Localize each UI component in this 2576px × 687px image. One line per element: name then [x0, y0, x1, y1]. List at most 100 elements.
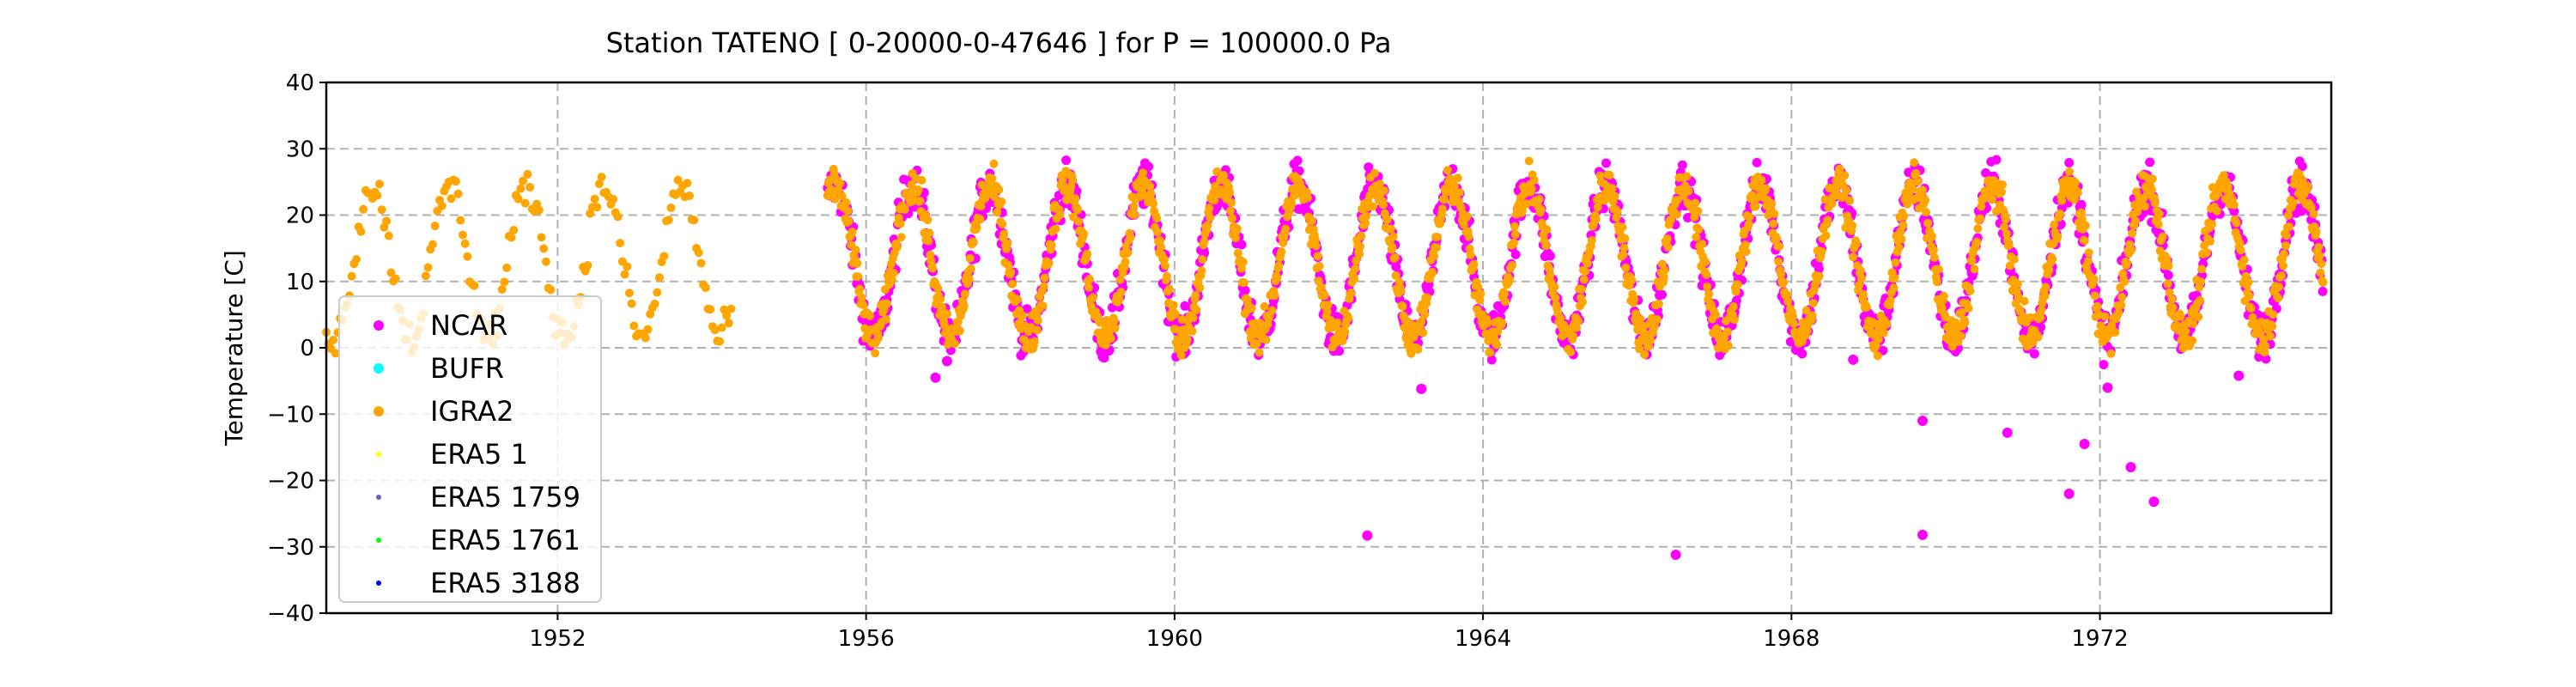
data-point-igra2 [1361, 218, 1370, 228]
data-point-igra2 [2219, 171, 2228, 180]
data-point-ncar-outlier [2148, 496, 2160, 508]
data-point-igra2 [1510, 229, 1520, 239]
data-point-igra2 [1236, 264, 1246, 273]
data-point-igra2 [1913, 177, 1923, 186]
data-point-igra2 [1889, 283, 1899, 293]
data-point-igra2 [1444, 186, 1454, 196]
data-point-ncar-outlier [1917, 529, 1929, 540]
data-point-igra2 [1722, 327, 1732, 337]
data-point-igra2 [2188, 336, 2197, 345]
data-point-igra2 [500, 277, 509, 287]
data-point-igra2 [1692, 233, 1701, 242]
data-point-igra2 [1996, 187, 2006, 197]
data-point-igra2 [1232, 224, 1242, 234]
data-point-igra2 [2238, 262, 2247, 271]
data-point-ncar [1814, 264, 1824, 274]
data-point-igra2 [683, 179, 692, 188]
data-point-igra2 [1524, 156, 1534, 166]
data-point-igra2 [2053, 232, 2063, 241]
data-point-igra2 [835, 179, 845, 188]
data-point-igra2 [1071, 193, 1080, 203]
data-point-igra2 [2084, 248, 2093, 258]
data-point-igra2 [998, 219, 1007, 228]
data-point-igra2 [1704, 289, 1714, 299]
data-point-igra2 [859, 300, 868, 309]
data-point-igra2 [2150, 198, 2160, 208]
data-point-igra2 [926, 250, 935, 259]
data-point-ncar [1240, 285, 1250, 295]
data-point-igra2 [1307, 216, 1316, 226]
data-point-igra2 [871, 349, 880, 358]
data-point-igra2 [423, 263, 433, 272]
data-point-igra2 [972, 222, 981, 232]
data-point-igra2 [1731, 287, 1741, 296]
data-point-igra2 [853, 258, 862, 268]
data-point-igra2 [2100, 312, 2110, 321]
data-point-igra2 [928, 264, 938, 273]
data-point-igra2 [950, 339, 959, 349]
data-point-igra2 [900, 205, 909, 215]
data-point-igra2 [1613, 207, 1622, 216]
data-point-igra2 [2020, 296, 2029, 306]
data-point-igra2 [2033, 332, 2043, 342]
data-point-igra2 [1779, 277, 1789, 287]
legend-entry: NCAR [374, 309, 507, 342]
axis-ticks: 1952 1956 1960 1964 1968 1972 −40 −30 −20 −10 0 10 2… [267, 70, 2129, 652]
data-point-igra2 [993, 208, 1002, 217]
data-point-igra2 [1145, 181, 1155, 191]
data-point-igra2 [915, 197, 925, 206]
data-point-igra2 [1652, 315, 1662, 325]
data-point-ncar [1486, 355, 1497, 365]
data-point-ncar [2163, 271, 2173, 281]
data-point-ncar [1180, 301, 1190, 311]
data-point-igra2 [386, 268, 396, 277]
data-point-igra2 [1109, 316, 1119, 325]
data-point-igra2 [1873, 351, 1882, 361]
data-point-igra2 [1149, 199, 1158, 209]
data-point-igra2 [1356, 242, 1365, 252]
data-point-igra2 [837, 192, 847, 201]
data-point-igra2 [1729, 315, 1739, 325]
data-point-ncar-outlier [1848, 354, 1859, 365]
data-point-igra2 [830, 194, 840, 204]
data-point-igra2 [1320, 291, 1329, 301]
data-point-igra2 [2093, 301, 2102, 311]
data-point-igra2 [2229, 200, 2239, 210]
data-point-igra2 [715, 337, 725, 346]
data-point-igra2 [975, 215, 985, 224]
data-point-igra2 [874, 333, 884, 343]
data-point-igra2 [1929, 253, 1939, 263]
data-point-igra2 [1542, 225, 1552, 234]
data-point-igra2 [1577, 284, 1586, 294]
data-point-igra2 [1918, 185, 1928, 195]
data-point-igra2 [1903, 199, 1912, 209]
data-point-igra2 [1922, 207, 1931, 216]
data-point-igra2 [2164, 261, 2173, 271]
data-point-igra2 [1102, 316, 1111, 325]
data-point-igra2 [460, 239, 470, 248]
data-point-igra2 [1430, 252, 1439, 261]
data-point-igra2 [1412, 328, 1421, 337]
data-point-ncar [1364, 162, 1374, 173]
data-point-igra2 [1774, 257, 1783, 266]
data-point-igra2 [2314, 242, 2324, 252]
data-point-igra2 [1583, 258, 1592, 268]
data-point-igra2 [1311, 241, 1321, 251]
data-point-igra2 [1797, 337, 1807, 347]
data-point-igra2 [1849, 252, 1858, 262]
data-point-igra2 [1083, 249, 1092, 258]
data-point-igra2 [2284, 222, 2293, 232]
data-point-igra2 [1939, 291, 1948, 301]
data-point-igra2 [502, 263, 512, 272]
data-point-igra2 [1390, 252, 1400, 262]
data-point-igra2 [534, 205, 544, 215]
data-point-igra2 [2266, 331, 2275, 341]
data-point-igra2 [520, 198, 530, 208]
data-point-igra2 [2050, 220, 2059, 229]
data-point-igra2 [2315, 252, 2324, 261]
data-point-igra2 [1862, 302, 1871, 312]
data-point-igra2 [1761, 184, 1771, 193]
data-point-igra2 [1004, 260, 1013, 270]
data-point-igra2 [391, 274, 400, 283]
data-point-igra2 [2281, 231, 2291, 240]
